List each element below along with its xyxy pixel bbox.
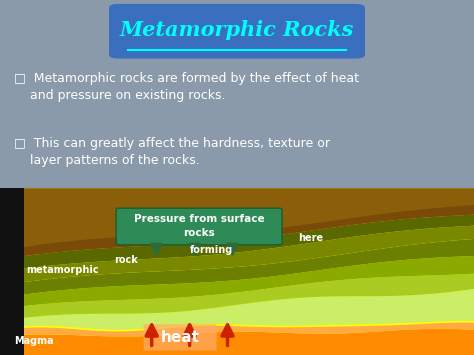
Polygon shape (0, 226, 474, 285)
Polygon shape (0, 188, 474, 259)
Text: forming: forming (190, 245, 233, 255)
FancyBboxPatch shape (144, 324, 217, 351)
Polygon shape (0, 323, 474, 337)
Polygon shape (0, 289, 474, 330)
FancyBboxPatch shape (109, 4, 365, 59)
Polygon shape (0, 188, 474, 355)
Text: here: here (299, 233, 324, 243)
Polygon shape (0, 239, 474, 298)
Text: Magma: Magma (14, 336, 54, 346)
FancyBboxPatch shape (116, 208, 282, 245)
Text: Metamorphic Rocks: Metamorphic Rocks (120, 20, 354, 40)
Polygon shape (0, 214, 474, 272)
Text: rock: rock (114, 255, 137, 265)
Polygon shape (0, 274, 474, 321)
Polygon shape (0, 188, 24, 355)
Polygon shape (0, 256, 474, 309)
Text: □  This can greatly affect the hardness, texture or
    layer patterns of the ro: □ This can greatly affect the hardness, … (14, 137, 330, 167)
Text: Pressure from surface
rocks: Pressure from surface rocks (134, 213, 264, 237)
Text: metamorphic: metamorphic (26, 265, 99, 275)
Text: □  Metamorphic rocks are formed by the effect of heat
    and pressure on existi: □ Metamorphic rocks are formed by the ef… (14, 72, 359, 102)
Polygon shape (0, 205, 474, 259)
Polygon shape (0, 329, 474, 355)
Text: heat: heat (161, 330, 200, 345)
